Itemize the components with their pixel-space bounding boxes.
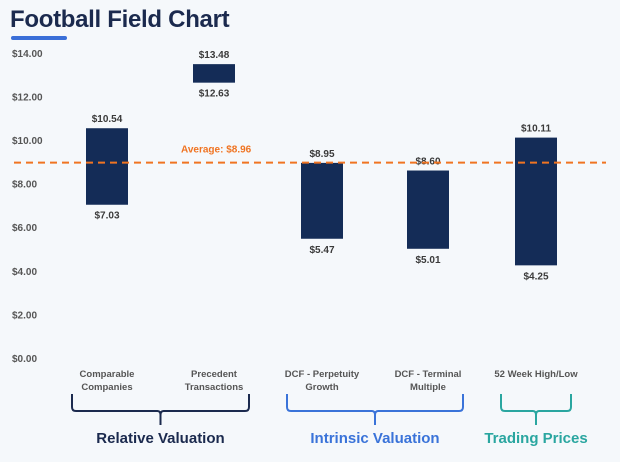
low-label: $4.25 — [523, 271, 548, 282]
y-tick-label: $8.00 — [12, 180, 37, 191]
range-bar — [301, 162, 343, 239]
category-label: Transactions — [185, 382, 244, 393]
category-label: DCF - Terminal — [395, 369, 462, 380]
y-tick-label: $14.00 — [12, 49, 43, 60]
category-label: Precedent — [191, 369, 238, 380]
title-underline — [11, 36, 67, 40]
y-tick-label: $12.00 — [12, 92, 43, 103]
group-label: Intrinsic Valuation — [310, 430, 439, 447]
range-bar — [515, 137, 557, 266]
group-bracket — [500, 394, 572, 425]
range-bar — [193, 64, 235, 83]
category-label: Companies — [81, 382, 132, 393]
category-label: DCF - Perpetuity — [285, 369, 360, 380]
y-tick-label: $2.00 — [12, 310, 37, 321]
group-bracket — [286, 394, 464, 425]
low-label: $5.01 — [415, 255, 440, 266]
high-label: $13.48 — [199, 50, 230, 61]
y-tick-label: $0.00 — [12, 354, 37, 365]
group-label: Relative Valuation — [96, 430, 224, 447]
group-label: Trading Prices — [484, 430, 587, 447]
y-tick-label: $4.00 — [12, 267, 37, 278]
low-label: $7.03 — [94, 211, 119, 222]
high-label: $8.95 — [309, 149, 334, 160]
low-label: $12.63 — [199, 89, 230, 100]
group-bracket — [71, 394, 250, 425]
chart-title: Football Field Chart — [10, 6, 230, 33]
y-tick-label: $6.00 — [12, 223, 37, 234]
category-label: Multiple — [410, 382, 446, 393]
y-tick-label: $10.00 — [12, 136, 43, 147]
category-label: 52 Week High/Low — [494, 369, 578, 380]
high-label: $10.54 — [92, 114, 123, 125]
high-label: $10.11 — [521, 124, 551, 135]
category-label: Comparable — [80, 369, 135, 380]
low-label: $5.47 — [309, 245, 334, 256]
category-label: Growth — [305, 382, 338, 393]
range-bar — [407, 170, 449, 249]
average-label: Average: $8.96 — [181, 145, 252, 156]
range-bar — [86, 128, 128, 205]
